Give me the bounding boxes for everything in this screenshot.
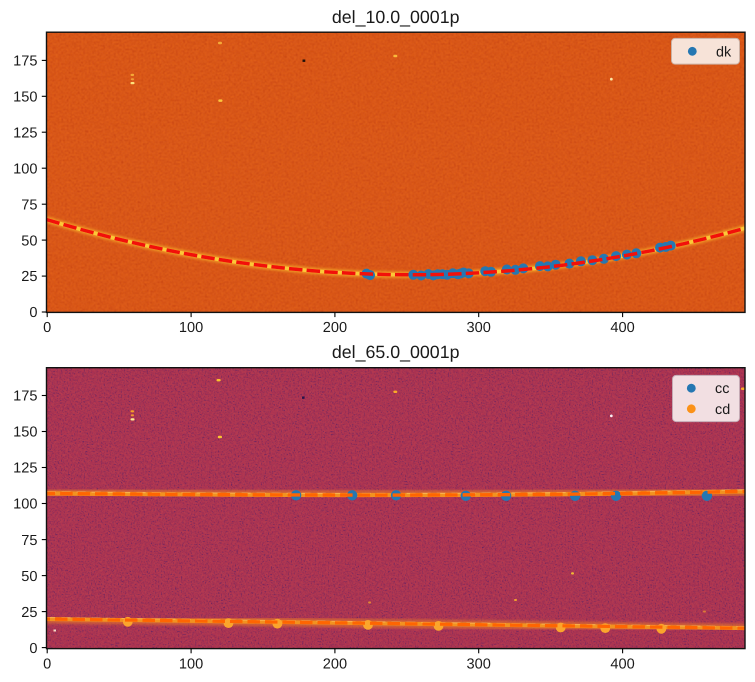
svg-text:400: 400 xyxy=(610,656,634,672)
svg-text:75: 75 xyxy=(21,197,37,213)
svg-text:200: 200 xyxy=(323,656,347,672)
svg-text:cc: cc xyxy=(715,381,729,397)
svg-text:0: 0 xyxy=(43,320,51,336)
svg-text:25: 25 xyxy=(21,269,37,285)
svg-text:0: 0 xyxy=(29,641,37,657)
svg-text:del_65.0_0001p: del_65.0_0001p xyxy=(332,342,460,362)
svg-text:125: 125 xyxy=(13,461,37,477)
svg-text:400: 400 xyxy=(610,320,634,336)
svg-text:200: 200 xyxy=(323,320,347,336)
svg-text:25: 25 xyxy=(21,605,37,621)
svg-text:cd: cd xyxy=(715,402,730,418)
svg-text:100: 100 xyxy=(179,320,203,336)
svg-text:100: 100 xyxy=(13,161,37,177)
svg-text:del_10.0_0001p: del_10.0_0001p xyxy=(332,7,460,27)
svg-text:0: 0 xyxy=(43,656,51,672)
svg-text:0: 0 xyxy=(29,305,37,321)
svg-text:175: 175 xyxy=(13,54,37,70)
svg-text:125: 125 xyxy=(13,125,37,141)
svg-text:50: 50 xyxy=(21,569,37,585)
svg-text:50: 50 xyxy=(21,233,37,249)
svg-text:150: 150 xyxy=(13,425,37,441)
svg-text:175: 175 xyxy=(13,389,37,405)
svg-text:100: 100 xyxy=(179,656,203,672)
svg-text:dk: dk xyxy=(716,44,732,60)
svg-text:100: 100 xyxy=(13,497,37,513)
svg-text:75: 75 xyxy=(21,533,37,549)
svg-text:150: 150 xyxy=(13,90,37,106)
svg-text:300: 300 xyxy=(467,320,491,336)
svg-text:300: 300 xyxy=(467,656,491,672)
